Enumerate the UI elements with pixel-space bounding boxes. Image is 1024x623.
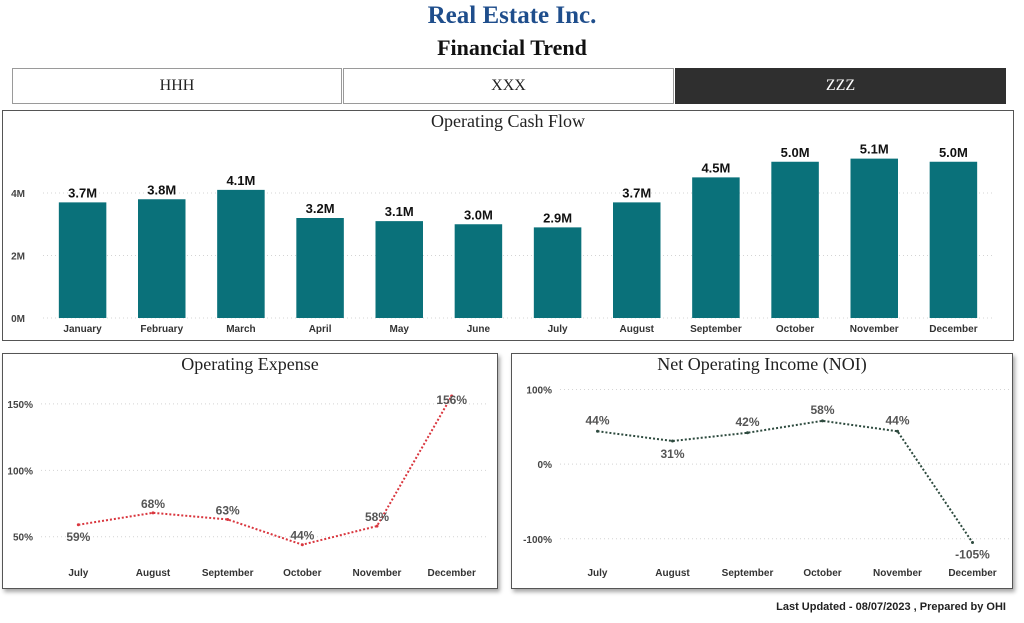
data-point <box>746 431 749 435</box>
x-tick-label: November <box>850 324 899 335</box>
data-label: 3.7M <box>68 185 97 200</box>
data-point <box>971 541 974 545</box>
data-label: 68% <box>141 497 165 511</box>
tab-zzz[interactable]: ZZZ <box>675 68 1006 104</box>
company-title: Real Estate Inc. <box>427 2 597 29</box>
y-tick-label: 0M <box>11 314 25 325</box>
data-point <box>375 524 379 528</box>
data-label: 4.5M <box>701 160 730 175</box>
data-label: 44% <box>585 413 609 427</box>
x-tick-label: November <box>353 568 402 579</box>
data-point <box>226 517 230 521</box>
data-label: -105% <box>955 548 990 562</box>
data-point <box>300 543 304 547</box>
x-tick-label: July <box>68 568 88 579</box>
operating-expense-title: Operating Expense <box>181 354 319 374</box>
series-line <box>597 419 974 544</box>
bar <box>533 227 582 318</box>
data-point <box>450 394 454 398</box>
bar <box>138 199 186 318</box>
noi-panel: Net Operating Income (NOI) -100% 0% 100% 44… <box>511 353 1013 589</box>
y-tick-label: 4M <box>11 189 25 200</box>
y-tick-label: 100% <box>526 385 552 396</box>
data-label: 59% <box>66 530 90 544</box>
x-tick-label: May <box>390 324 410 335</box>
x-tick-label: August <box>620 324 655 335</box>
x-tick-label: August <box>136 568 171 579</box>
bar <box>296 218 344 318</box>
data-point <box>76 523 80 527</box>
y-tick-label: 50% <box>13 533 33 544</box>
data-label: 42% <box>735 415 759 429</box>
x-tick-label: January <box>63 324 102 335</box>
data-label: 3.8M <box>147 182 176 197</box>
bar <box>454 224 503 318</box>
operating-cash-flow-chart: 0M 2M 4M 3.7M January 3.8M February 4.1M March 3.… <box>11 142 993 335</box>
bar <box>771 161 819 318</box>
x-tick-label: December <box>929 324 977 335</box>
y-tick-label: -100% <box>523 535 552 546</box>
data-label: 5.1M <box>860 142 889 157</box>
report-subtitle: Financial Trend <box>437 35 587 60</box>
x-tick-label: November <box>873 568 922 579</box>
data-label: 5.0M <box>939 145 968 160</box>
x-tick-label: December <box>427 568 475 579</box>
bar <box>692 177 740 318</box>
operating-cash-flow-panel: Operating Cash Flow 0M 2M 4M 3.7M January 3.8… <box>2 110 1014 341</box>
y-tick-label: 0% <box>538 460 553 471</box>
bar <box>850 158 898 318</box>
data-label: 3.0M <box>464 207 493 222</box>
noi-chart: -100% 0% 100% 44% July 31% August 42% September 5… <box>523 385 1010 579</box>
operating-cash-flow-title: Operating Cash Flow <box>431 111 585 131</box>
operating-expense-panel: Operating Expense 50% 100% 150% 59% July 68% A… <box>2 353 498 589</box>
data-point <box>671 439 674 443</box>
y-tick-label: 100% <box>7 466 33 477</box>
data-label: 156% <box>436 393 467 407</box>
data-label: 44% <box>885 413 909 427</box>
data-label: 3.2M <box>306 201 335 216</box>
data-label: 31% <box>660 447 684 461</box>
x-tick-label: September <box>690 324 742 335</box>
tab-xxx[interactable]: XXX <box>343 68 674 104</box>
data-label: 3.1M <box>385 204 414 219</box>
data-label: 58% <box>810 403 834 417</box>
x-tick-label: August <box>655 568 690 579</box>
bar <box>217 189 265 318</box>
data-point <box>151 511 155 515</box>
data-label: 3.7M <box>622 185 651 200</box>
x-tick-label: February <box>140 324 183 335</box>
tab-hhh[interactable]: HHH <box>12 68 342 104</box>
data-point <box>896 429 899 433</box>
x-tick-label: December <box>948 568 996 579</box>
data-label: 58% <box>365 510 389 524</box>
x-tick-label: October <box>283 568 321 579</box>
x-tick-label: September <box>722 568 774 579</box>
x-tick-label: April <box>309 324 332 335</box>
noi-title: Net Operating Income (NOI) <box>657 354 867 374</box>
y-tick-label: 150% <box>7 400 33 411</box>
data-label: 63% <box>216 503 240 517</box>
bar <box>613 202 661 318</box>
series-line <box>78 395 453 546</box>
bar <box>375 221 423 318</box>
x-tick-label: September <box>202 568 254 579</box>
bar <box>58 202 107 318</box>
data-point <box>596 429 599 433</box>
data-label: 2.9M <box>543 210 572 225</box>
data-point <box>821 419 824 423</box>
y-tick-label: 2M <box>11 252 25 263</box>
bar <box>929 161 978 318</box>
footer-last-updated: Last Updated - 08/07/2023 , Prepared by … <box>776 601 1006 613</box>
x-tick-label: June <box>467 324 491 335</box>
data-label: 5.0M <box>781 145 810 160</box>
tab-bar: HHH XXX ZZZ <box>12 68 1006 104</box>
operating-expense-chart: 50% 100% 150% 59% July 68% August 63% September 4… <box>7 393 489 579</box>
x-tick-label: October <box>776 324 814 335</box>
data-label: 4.1M <box>226 173 255 188</box>
data-label: 44% <box>290 529 314 543</box>
x-tick-label: March <box>226 324 255 335</box>
x-tick-label: October <box>803 568 841 579</box>
x-tick-label: July <box>587 568 607 579</box>
x-tick-label: July <box>548 324 568 335</box>
